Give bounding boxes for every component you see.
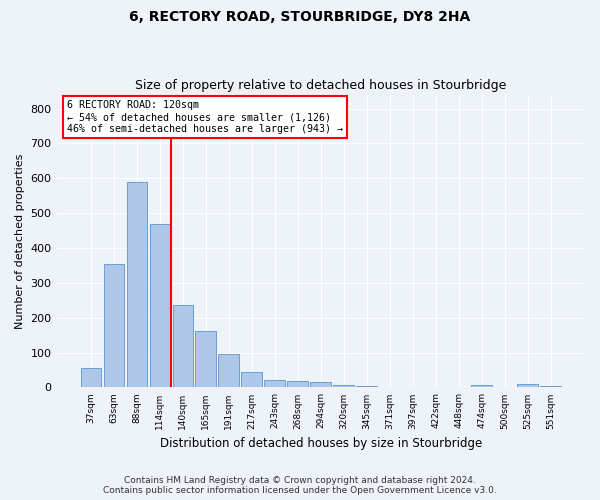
Bar xyxy=(265,380,285,388)
Bar xyxy=(517,384,538,388)
Text: 6, RECTORY ROAD, STOURBRIDGE, DY8 2HA: 6, RECTORY ROAD, STOURBRIDGE, DY8 2HA xyxy=(130,10,470,24)
Bar xyxy=(149,224,170,388)
Bar xyxy=(334,385,354,388)
Bar xyxy=(379,386,400,388)
Text: Contains HM Land Registry data © Crown copyright and database right 2024.
Contai: Contains HM Land Registry data © Crown c… xyxy=(103,476,497,495)
X-axis label: Distribution of detached houses by size in Stourbridge: Distribution of detached houses by size … xyxy=(160,437,482,450)
Bar xyxy=(80,368,101,388)
Bar xyxy=(218,354,239,388)
Bar xyxy=(196,331,216,388)
Title: Size of property relative to detached houses in Stourbridge: Size of property relative to detached ho… xyxy=(135,79,506,92)
Bar xyxy=(127,182,147,388)
Text: 6 RECTORY ROAD: 120sqm
← 54% of detached houses are smaller (1,126)
46% of semi-: 6 RECTORY ROAD: 120sqm ← 54% of detached… xyxy=(67,100,343,134)
Bar xyxy=(403,386,423,388)
Bar xyxy=(540,386,561,388)
Bar xyxy=(104,264,124,388)
Bar xyxy=(173,306,193,388)
Y-axis label: Number of detached properties: Number of detached properties xyxy=(15,154,25,328)
Bar xyxy=(241,372,262,388)
Bar xyxy=(472,384,492,388)
Bar xyxy=(310,382,331,388)
Bar xyxy=(287,381,308,388)
Bar xyxy=(356,386,377,388)
